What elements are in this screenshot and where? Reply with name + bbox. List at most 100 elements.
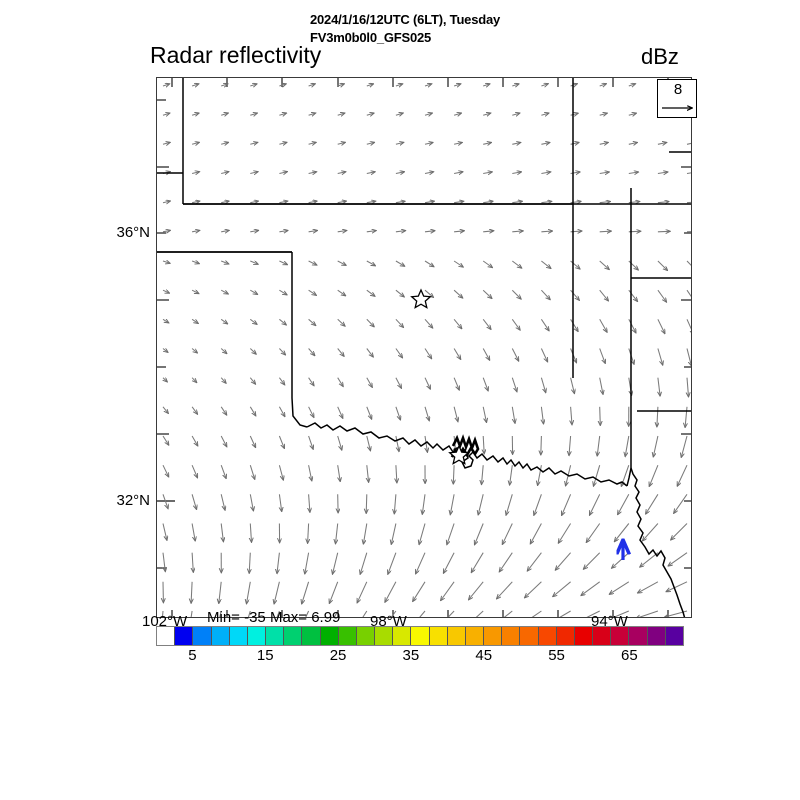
wind-vector <box>541 172 550 174</box>
colorbar-cell <box>665 627 683 645</box>
wind-vector <box>308 348 315 356</box>
wind-vector <box>422 494 426 514</box>
wind-vector <box>681 435 688 457</box>
wind-vector <box>250 289 257 294</box>
colorbar[interactable] <box>156 626 684 646</box>
wind-vector <box>628 84 636 86</box>
wind-vector <box>278 406 284 417</box>
wind-vector <box>425 435 427 452</box>
wind-vector <box>308 113 316 115</box>
wind-vector <box>482 348 489 361</box>
wind-vector <box>424 289 433 297</box>
wind-vector <box>338 465 341 481</box>
wind-vector <box>453 377 459 390</box>
colorbar-cell <box>375 627 394 645</box>
wind-vector <box>395 377 401 388</box>
wind-vector <box>512 113 519 115</box>
wind-vector <box>570 84 578 86</box>
wind-vector <box>453 348 461 360</box>
wind-vector <box>190 610 193 617</box>
wind-vector <box>570 377 575 394</box>
wind-vector <box>221 172 229 174</box>
colorbar-cell <box>157 627 176 645</box>
wind-vector <box>279 201 287 203</box>
map-plot-area[interactable] <box>156 77 692 618</box>
wind-vector <box>366 172 375 174</box>
wind-vector <box>475 523 484 545</box>
state-boundaries <box>157 78 691 617</box>
wind-vector <box>541 289 550 299</box>
wind-vector <box>396 465 397 483</box>
colorbar-cell <box>393 627 412 645</box>
colorbar-cell <box>266 627 285 645</box>
wind-vector <box>570 201 581 202</box>
wind-vector <box>668 552 688 566</box>
colorbar-cell <box>175 627 194 645</box>
wind-vector <box>337 231 347 232</box>
wind-vector <box>483 113 490 115</box>
colorbar-cell <box>302 627 321 645</box>
wind-vector <box>538 465 542 485</box>
wind-vector <box>162 142 170 144</box>
colorbar-cell <box>338 627 357 645</box>
wind-vector <box>686 260 691 266</box>
wind-vector <box>305 610 310 617</box>
reference-vector-key: 8 <box>657 79 697 118</box>
colorbar-cell <box>320 627 339 645</box>
wind-vector <box>416 552 426 574</box>
wind-vector <box>220 494 225 510</box>
wind-vector <box>541 84 548 86</box>
wind-vector <box>628 319 636 333</box>
wind-vector <box>162 201 170 203</box>
wind-vector <box>686 348 691 366</box>
colorbar-cell <box>284 627 303 645</box>
wind-vector <box>279 260 287 265</box>
wind-vector <box>362 610 368 617</box>
wind-vector <box>674 493 688 513</box>
wind-vector <box>559 610 571 617</box>
wind-vector <box>220 377 226 384</box>
wind-vector <box>276 610 280 617</box>
wind-vector <box>541 113 548 115</box>
wind-vector <box>249 348 256 355</box>
wind-vector <box>162 290 169 293</box>
wind-vector <box>625 435 630 456</box>
wind-vector <box>220 465 226 478</box>
wind-vector <box>483 201 493 202</box>
wind-vector <box>278 435 284 448</box>
colorbar-cell <box>611 627 630 645</box>
wind-vector <box>609 581 630 594</box>
wind-vector <box>686 201 691 204</box>
wind-vector <box>385 581 397 602</box>
wind-vector <box>309 494 310 512</box>
wind-vector <box>308 201 317 203</box>
wind-vector <box>162 113 170 115</box>
wind-vector <box>249 377 255 384</box>
wind-vector <box>646 494 659 514</box>
colorbar-cell <box>247 627 267 645</box>
wind-vector <box>686 289 691 302</box>
wind-vector <box>308 260 317 265</box>
wind-vector <box>191 348 197 353</box>
wind-vector <box>220 406 226 415</box>
wind-vector <box>424 201 434 203</box>
right-arrow-icon <box>662 99 698 117</box>
wind-vector <box>424 113 432 115</box>
wind-vector <box>628 260 638 270</box>
wind-vector <box>250 113 257 115</box>
wind-vector <box>357 581 368 603</box>
wind-vector <box>191 172 199 174</box>
wind-vector <box>424 172 434 174</box>
wind-vector <box>388 552 397 574</box>
wind-vector <box>541 260 550 268</box>
wind-vector <box>277 552 280 574</box>
wind-vector <box>511 260 521 268</box>
wind-vector <box>570 260 580 269</box>
wind-vector <box>570 143 579 145</box>
wind-vector <box>447 610 455 617</box>
wind-vector <box>221 113 228 115</box>
wind-vector <box>512 84 519 86</box>
wind-vector <box>308 172 317 174</box>
wind-vector <box>249 318 257 324</box>
wind-vector <box>570 113 578 115</box>
